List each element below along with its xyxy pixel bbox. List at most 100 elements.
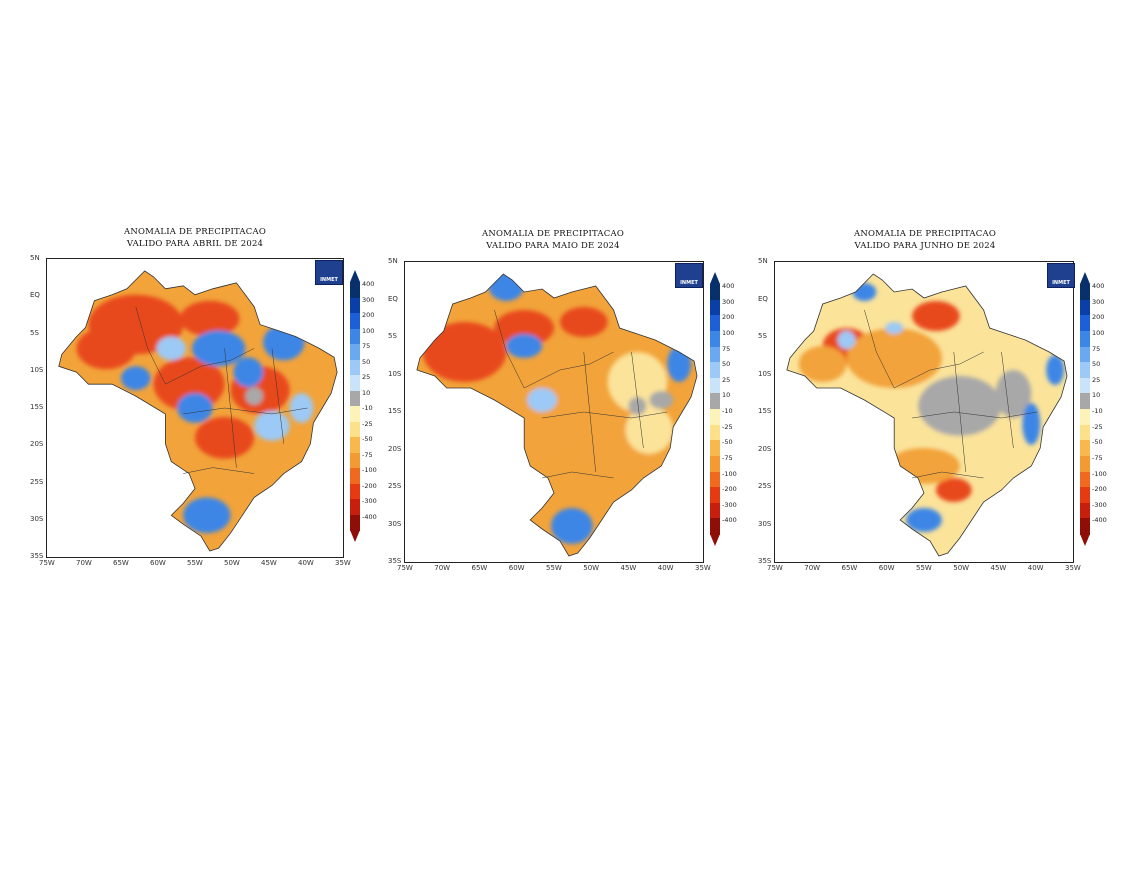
anomaly-blob (183, 497, 231, 534)
colorbar-label: -75 (362, 450, 373, 459)
longitude-label: 40W (657, 564, 674, 572)
state-boundary (183, 467, 255, 474)
latitude-label: 20S (758, 444, 772, 453)
colorbar-segment (350, 437, 360, 453)
state-boundary (912, 411, 1038, 419)
longitude-label: 50W (953, 564, 970, 572)
colorbar-label: -75 (722, 453, 733, 462)
colorbar-segment (710, 299, 720, 316)
colorbar-label: 10 (722, 391, 731, 400)
latitude-label: 5S (388, 332, 397, 340)
title-line-2: VALIDO PARA JUNHO DE 2024 (854, 241, 996, 251)
longitude-label: 70W (804, 564, 821, 572)
latitude-label: 30S (30, 514, 44, 523)
anomaly-blob (254, 410, 290, 441)
map-panel-abril: ANOMALIA DE PRECIPITACAO VALIDO PARA ABR… (20, 222, 377, 582)
colorbar-bottom-arrow (1080, 534, 1090, 546)
colorbar-label: -400 (1092, 516, 1107, 525)
colorbar-label: -75 (1092, 453, 1103, 462)
colorbar-segment (350, 483, 360, 500)
anomaly-blob (912, 301, 960, 331)
colorbar-label: 25 (1092, 375, 1101, 384)
colorbar-segment (710, 502, 720, 519)
colorbar-segment (1080, 299, 1090, 316)
anomaly-blob (837, 331, 856, 349)
latitude-label: 15S (758, 407, 772, 415)
colorbar-segment (710, 471, 720, 488)
brazil-border (58, 270, 338, 552)
colorbar-segment (350, 282, 360, 298)
latitude-label: 5S (30, 328, 39, 337)
colorbar-label: -50 (362, 435, 373, 443)
colorbar-label: 200 (1092, 313, 1105, 322)
anomaly-blob (559, 307, 608, 337)
colorbar-label: -100 (1092, 469, 1107, 478)
colorbar-segment (710, 424, 720, 441)
longitude-label: 75W (767, 564, 783, 572)
colorbar-label: -50 (722, 438, 733, 447)
colorbar-segment (1080, 315, 1090, 332)
latitude-label: 15S (30, 403, 44, 411)
anomaly-blob (263, 324, 305, 361)
colorbar-segment (1080, 377, 1090, 394)
colorbar-label: 100 (722, 328, 735, 337)
title-line-2: VALIDO PARA ABRIL DE 2024 (126, 239, 264, 249)
anomaly-blob (995, 370, 1032, 418)
title-line-1: ANOMALIA DE PRECIPITACAO (124, 227, 266, 237)
colorbar-segment (350, 375, 360, 391)
colorbar-segment (1080, 502, 1090, 519)
latitude-label: 30S (388, 519, 402, 528)
latitude-label: 30S (758, 519, 772, 528)
state-boundary (165, 348, 255, 385)
map-area: INMET (774, 261, 1075, 563)
brazil-border (416, 273, 698, 557)
colorbar-label: 100 (362, 326, 375, 335)
state-boundary (135, 306, 166, 385)
colorbar-top-arrow (710, 272, 720, 284)
panel-title: ANOMALIA DE PRECIPITACAO VALIDO PARA MAI… (378, 228, 728, 252)
inmet-logo: INMET (675, 263, 703, 288)
latitude-label: EQ (30, 291, 40, 300)
colorbar-segment (350, 406, 360, 422)
longitude-label: 35W (335, 559, 351, 567)
anomaly-blob (76, 327, 136, 370)
latitude-label: 10S (388, 369, 402, 378)
colorbar-label: -25 (1092, 422, 1103, 431)
anomaly-field (58, 270, 338, 552)
longitude-label: 35W (1065, 564, 1081, 572)
anomaly-blob (159, 440, 195, 471)
anomaly-blob (289, 393, 314, 423)
title-line-2: VALIDO PARA MAIO DE 2024 (486, 241, 620, 251)
colorbar-bottom-arrow (710, 534, 720, 546)
map-panel-maio: ANOMALIA DE PRECIPITACAO VALIDO PARA MAI… (378, 222, 737, 582)
latitude-label: 5S (758, 332, 767, 340)
latitude-label: 10S (758, 369, 772, 378)
longitude-label: 40W (298, 559, 314, 567)
anomaly-blob (935, 478, 972, 502)
colorbar (710, 272, 720, 546)
state-boundary (494, 309, 525, 389)
panel-title: ANOMALIA DE PRECIPITACAO VALIDO PARA ABR… (20, 226, 370, 250)
state-boundary (631, 351, 644, 449)
anomaly-field (416, 274, 698, 556)
anomaly-blob (121, 366, 151, 391)
colorbar-segment (350, 344, 360, 360)
brazil-border (786, 273, 1068, 557)
state-boundary (542, 471, 614, 479)
colorbar-segment (1080, 393, 1090, 410)
latitude-label: 25S (758, 482, 772, 490)
colorbar-label: 300 (362, 295, 375, 304)
brazil-anomaly-map (58, 270, 338, 552)
latitude-label: 5N (758, 257, 768, 265)
colorbar-label: -50 (1092, 438, 1103, 447)
colorbar-label: -400 (362, 512, 377, 521)
anomaly-blob (628, 397, 647, 415)
colorbar-label: 10 (1092, 391, 1101, 400)
colorbar-label: 400 (362, 280, 375, 288)
colorbar-label: -25 (722, 422, 733, 431)
longitude-label: 60W (878, 564, 895, 572)
state-boundary (864, 309, 895, 389)
state-boundary (1001, 351, 1014, 449)
anomaly-blob (888, 448, 960, 484)
anomaly-blob (625, 406, 674, 454)
